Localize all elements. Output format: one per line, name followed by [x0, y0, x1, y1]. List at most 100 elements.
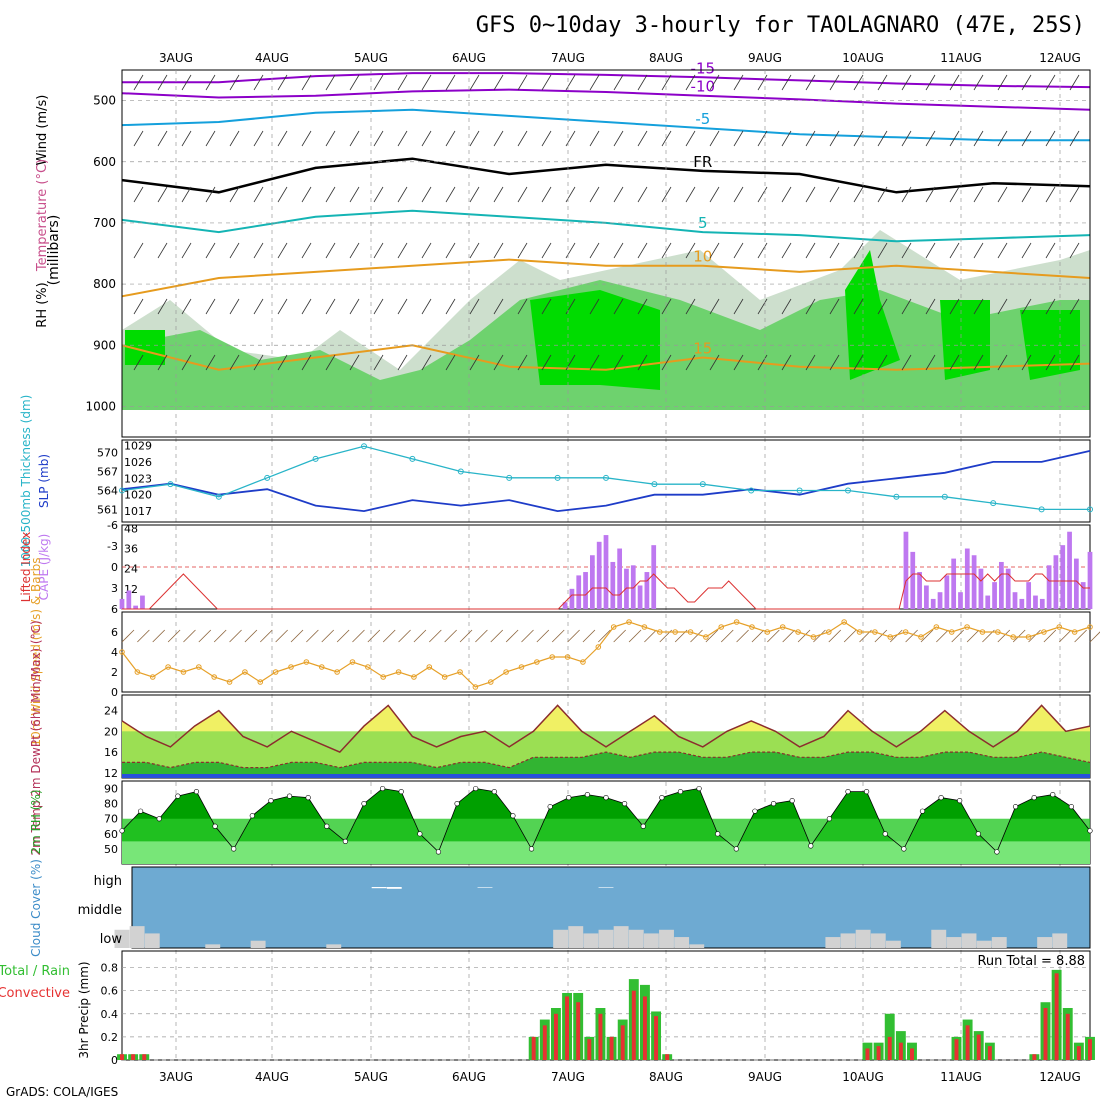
snd-barb	[541, 130, 552, 147]
cape-bar	[617, 548, 623, 609]
cape-bar	[126, 590, 132, 609]
snd-barb	[877, 74, 888, 91]
cape-bar	[644, 572, 650, 609]
precip-conv-bar	[954, 1039, 959, 1060]
rh2m-point	[994, 849, 1000, 855]
wind-barb	[813, 629, 826, 643]
wind-point	[795, 629, 801, 635]
rh2m-point	[845, 788, 851, 795]
snd-barb	[277, 74, 288, 91]
wind-point	[257, 679, 264, 685]
cloud-low-bar	[961, 933, 977, 948]
temp-tick-24: 24	[104, 705, 118, 718]
cape-bar	[971, 555, 977, 609]
thickness-line	[121, 445, 1090, 511]
snd-barb	[973, 130, 984, 147]
wind-point	[672, 629, 678, 635]
snd-barb	[493, 242, 504, 259]
snd-barb	[733, 74, 744, 91]
wind-point	[1041, 629, 1047, 635]
cloud-low-bar	[613, 926, 629, 948]
wind-point	[1087, 624, 1093, 630]
temp-axis-label: 2m Temp 2m DewPt (6hr Min/Max) (°C)	[29, 620, 43, 855]
rh2m-point	[882, 831, 888, 837]
cape-bar	[958, 592, 963, 609]
wind-point	[580, 659, 586, 665]
snd-axis-label: (millibars)	[46, 215, 62, 286]
rh2m-point	[156, 816, 162, 822]
snd-barb	[373, 242, 384, 259]
cape-bar	[924, 585, 929, 609]
wind-point	[933, 624, 940, 630]
wind-barb	[905, 629, 918, 643]
cloud-low-bar	[326, 944, 342, 948]
snd-ytick-1000: 1000	[85, 399, 116, 413]
snd-barb	[925, 186, 936, 203]
cloud-low-bar	[885, 940, 901, 948]
isotherm-label-5: 5	[698, 214, 708, 232]
snd-barb	[973, 242, 984, 259]
isotherm-label-15: 15	[693, 339, 712, 357]
cape-tick-24: 24	[124, 563, 138, 576]
wind-speed-line	[121, 621, 1091, 688]
snd-barb	[997, 74, 1008, 91]
wind-point	[365, 664, 371, 670]
cloud-low-bar	[674, 937, 690, 948]
snd-barb	[709, 242, 720, 259]
rh2m-point	[770, 801, 777, 807]
snd-rh-label: RH (%)	[35, 282, 50, 327]
wind-barb	[997, 629, 1011, 643]
snd-barb	[421, 354, 432, 371]
rh2m-point	[398, 788, 404, 795]
cloud-low-bar	[976, 940, 992, 948]
thickness-point	[119, 487, 125, 494]
wind-tick-0: 0	[111, 686, 118, 699]
snd-barb	[997, 298, 1008, 315]
snd-temp-label: Temperature (°C)	[35, 159, 50, 272]
snd-barb	[1021, 298, 1032, 315]
wind-barb	[797, 629, 811, 643]
snd-barb	[757, 298, 768, 315]
precip-conv-bar	[587, 1039, 592, 1060]
snd-barb	[685, 354, 696, 371]
rh2m-point	[1087, 828, 1093, 834]
wind-point	[703, 634, 709, 640]
snd-barb	[805, 186, 816, 203]
snd-barb	[781, 186, 792, 203]
snd-wind-label: Wind (m/s)	[35, 95, 50, 166]
wind-point	[1010, 634, 1016, 640]
snd-barb	[349, 130, 360, 147]
rh2m-point	[193, 788, 200, 795]
snd-barb	[517, 130, 528, 147]
snd-barb	[229, 298, 240, 315]
cloud-high-bar	[477, 887, 493, 888]
wind-point	[995, 629, 1001, 635]
snd-barb	[181, 298, 192, 315]
wind-barb	[782, 629, 795, 643]
wind-barb	[1074, 629, 1087, 643]
cape-bar	[589, 555, 595, 609]
snd-barb	[397, 74, 408, 91]
snd-barb	[469, 186, 480, 203]
snd-barb	[877, 242, 888, 259]
snd-barb	[1069, 130, 1080, 147]
rh2m-point	[231, 846, 237, 852]
precip-conv-bar	[598, 1013, 603, 1060]
snd-barb	[133, 354, 144, 371]
isotherm-label-FR: FR	[693, 153, 712, 171]
thickness-point	[167, 481, 174, 488]
snd-barb	[973, 354, 984, 371]
snd-barb	[469, 242, 480, 259]
snd-barb	[445, 74, 456, 91]
wind-point	[487, 679, 494, 685]
snd-barb	[301, 130, 312, 147]
snd-barb	[1045, 74, 1056, 91]
wind-barb	[889, 629, 903, 643]
li-line	[122, 573, 1090, 610]
snd-barb	[373, 74, 384, 91]
x-tick-bottom-4AUG: 4AUG	[255, 1070, 289, 1084]
isotherm-label--5: -5	[695, 110, 710, 128]
snd-barb	[853, 186, 864, 203]
precip-conv-bar	[1043, 1008, 1048, 1060]
snd-barb	[205, 186, 216, 203]
